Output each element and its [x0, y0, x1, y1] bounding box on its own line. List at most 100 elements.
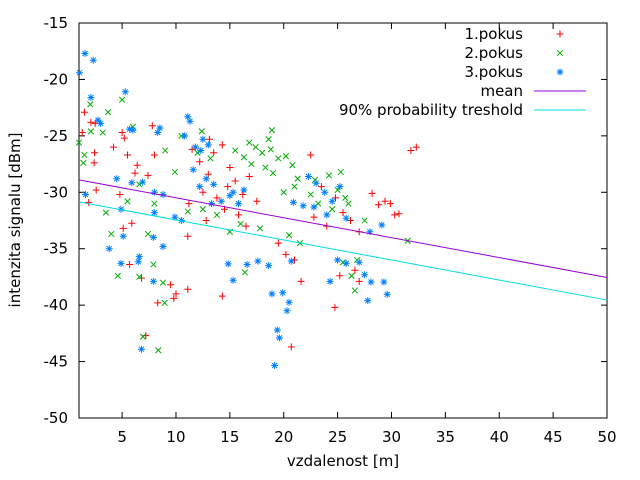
data-point: [154, 129, 162, 136]
data-point: [144, 230, 152, 238]
data-point: [336, 272, 344, 280]
data-point: [124, 198, 131, 205]
data-point: [119, 224, 127, 232]
data-point: [186, 117, 194, 125]
data-point: [287, 343, 295, 351]
data-point: [342, 214, 350, 222]
data-point: [76, 69, 83, 77]
x-tick-label: 15: [220, 428, 239, 446]
legend-label-treshold: 90% probability treshold: [339, 101, 523, 119]
data-point: [283, 307, 291, 315]
data-point: [367, 278, 375, 286]
data-point: [135, 253, 143, 261]
data-point: [154, 299, 162, 307]
data-point: [110, 143, 117, 151]
x-tick-label: 25: [328, 428, 347, 446]
data-point: [326, 277, 334, 285]
data-point: [273, 326, 281, 334]
data-point: [282, 153, 290, 160]
data-point: [171, 213, 179, 221]
data-point: [129, 126, 137, 134]
data-point: [240, 154, 248, 161]
data-point: [297, 277, 305, 285]
data-point: [202, 175, 210, 183]
y-axis-title: intenzita signalu [dBm]: [6, 133, 24, 308]
legend-label-3-pokus: 3.pokus: [464, 63, 523, 81]
data-point: [279, 289, 287, 297]
data-point: [102, 209, 110, 216]
data-point: [94, 116, 102, 124]
data-point: [170, 294, 178, 302]
data-point: [139, 333, 147, 340]
data-point: [224, 260, 232, 268]
data-point: [118, 129, 126, 136]
data-point: [248, 160, 255, 168]
data-point: [171, 168, 179, 176]
data-point: [75, 139, 83, 146]
data-point: [380, 278, 388, 286]
data-point: [218, 292, 226, 300]
data-point: [331, 303, 339, 311]
data-point: [210, 149, 218, 157]
data-point: [274, 239, 282, 247]
data-point: [150, 209, 158, 217]
data-point: [287, 257, 295, 265]
data-point: [81, 50, 89, 57]
data-point: [229, 188, 237, 196]
x-tick-label: 5: [117, 428, 127, 446]
data-point: [289, 162, 296, 169]
data-point: [368, 189, 376, 197]
data-point: [366, 228, 374, 236]
data-point: [246, 139, 253, 146]
data-point: [391, 211, 399, 219]
data-point: [265, 262, 273, 270]
data-point: [181, 132, 189, 140]
data-point: [305, 173, 312, 180]
data-point: [138, 345, 145, 353]
data-point: [150, 188, 158, 196]
data-point: [133, 161, 141, 169]
data-point: [207, 155, 214, 162]
data-point: [162, 147, 169, 154]
data-point: [289, 198, 297, 206]
data-point: [120, 134, 128, 142]
x-tick-label: 30: [382, 428, 401, 446]
data-point: [91, 149, 99, 157]
data-point: [337, 168, 344, 176]
data-point: [381, 197, 389, 205]
data-point: [275, 334, 283, 342]
data-point: [205, 135, 213, 143]
series-3-points: [76, 50, 391, 369]
data-point: [131, 169, 139, 177]
data-point: [253, 197, 261, 205]
data-point: [87, 118, 95, 126]
data-point: [334, 256, 342, 264]
data-point: [204, 141, 212, 149]
data-point: [81, 151, 88, 159]
data-point: [240, 186, 248, 194]
data-point: [285, 298, 293, 306]
data-point: [323, 211, 331, 219]
legend-label-mean: mean: [480, 82, 523, 100]
data-point: [325, 172, 333, 179]
data-point: [210, 180, 218, 188]
y-tick-label: -20: [44, 70, 69, 88]
data-point: [351, 287, 359, 294]
data-point: [364, 297, 372, 305]
data-point: [259, 149, 266, 156]
data-point: [108, 230, 115, 238]
data-point: [118, 96, 126, 103]
x-tick-label: 50: [597, 428, 616, 446]
data-point: [82, 191, 89, 198]
data-point: [80, 159, 87, 167]
data-point: [155, 347, 162, 354]
data-point: [92, 186, 100, 194]
data-point: [321, 188, 329, 196]
data-point: [315, 200, 322, 207]
data-point: [282, 250, 290, 258]
data-point: [262, 164, 269, 171]
data-point: [386, 200, 394, 208]
line-mean: [78, 179, 608, 278]
data-point: [159, 243, 167, 250]
data-point: [191, 143, 199, 151]
